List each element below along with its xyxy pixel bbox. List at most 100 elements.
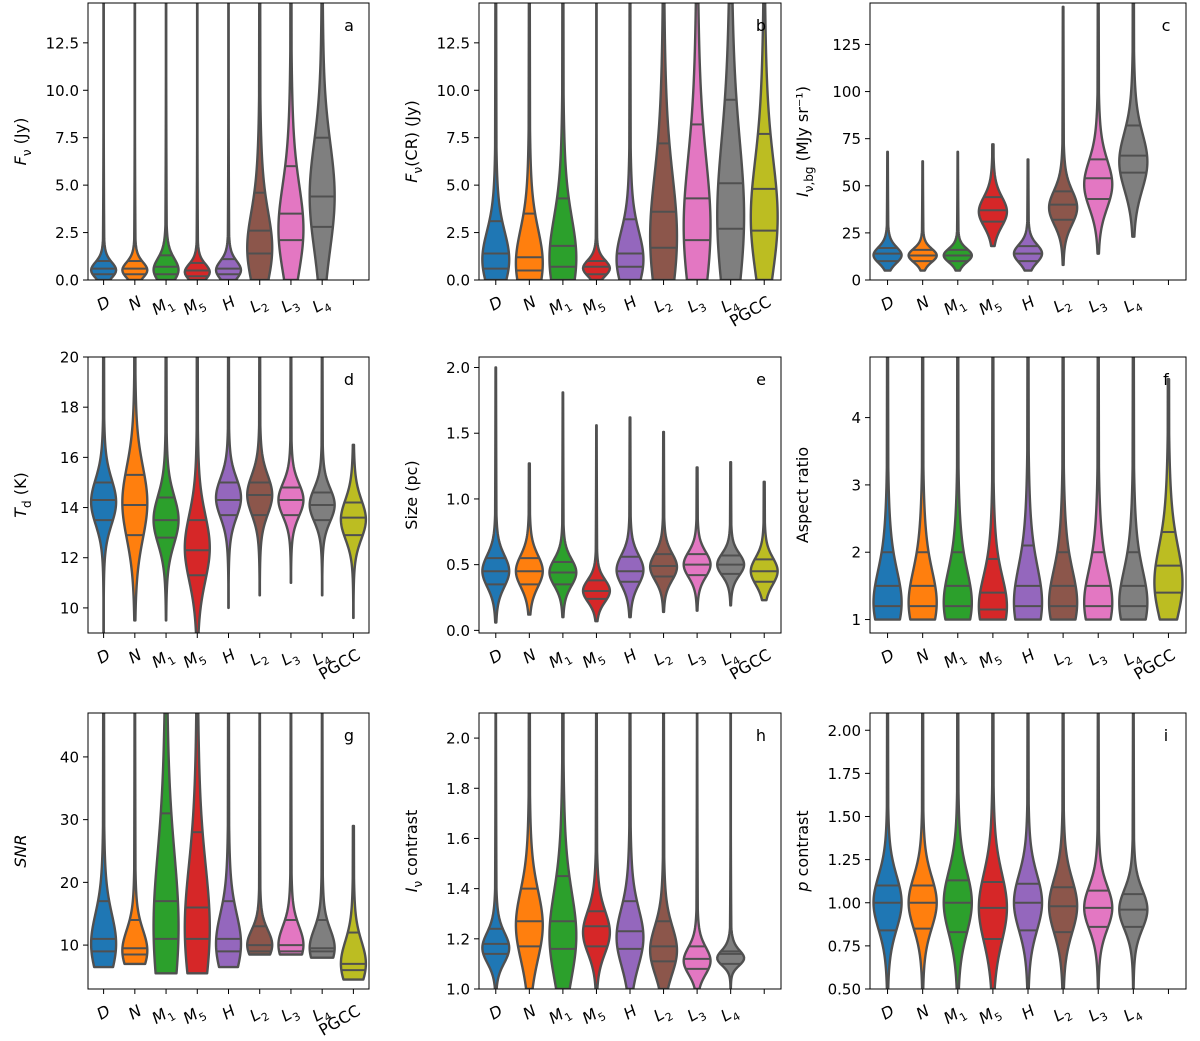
violin-PGCC: [749, 3, 779, 280]
x-tick-label-L2: L2: [246, 645, 271, 673]
violin-D: [872, 713, 903, 989]
violin-H: [214, 713, 243, 969]
y-axis-label: Size (pc): [402, 460, 421, 529]
violin-D: [481, 713, 511, 989]
y-axis-label: SNR: [11, 834, 30, 867]
violin-L3: [277, 713, 305, 956]
y-tick-label: 12.5: [46, 34, 79, 52]
violin-H: [1012, 357, 1044, 621]
violin-N: [907, 160, 938, 272]
violin-H: [214, 3, 243, 280]
plot-area: [872, 3, 1149, 272]
violin-L3: [682, 3, 712, 280]
panel-letter: b: [756, 16, 766, 35]
panel-letter: h: [756, 726, 766, 745]
violin-L4: [1118, 3, 1149, 238]
y-tick-label: 1.50: [828, 808, 861, 826]
x-tick-label-M5: M5: [579, 1001, 609, 1031]
violin-PGCC: [339, 824, 368, 981]
y-tick-label: 0: [851, 272, 861, 290]
violin-M1: [152, 713, 180, 975]
y-tick-label: 1.2: [446, 930, 470, 948]
violin-N: [121, 357, 149, 622]
violin-N: [514, 3, 544, 280]
violin-M5: [183, 357, 211, 633]
violin-M1: [942, 357, 974, 621]
x-tick-label-D: D: [486, 1001, 506, 1024]
x-tick-label-L4: L4: [717, 1001, 742, 1029]
x-tick-label-L3: L3: [278, 292, 303, 320]
y-tick-label: 0.5: [446, 556, 470, 574]
y-tick-label: 1.25: [828, 851, 861, 869]
panel-letter: a: [344, 16, 354, 35]
panel-letter: f: [1163, 370, 1169, 389]
violin-M5: [977, 143, 1009, 248]
violin-L2: [246, 3, 274, 280]
x-tick-label-D: D: [93, 645, 113, 668]
violin-L4: [716, 460, 746, 607]
violin-L4: [716, 3, 746, 280]
x-tick-label-H: H: [620, 645, 640, 667]
plot-area: [872, 713, 1149, 989]
x-tick-label-M5: M5: [180, 1001, 210, 1031]
violin-L3: [277, 357, 305, 585]
x-tick-label-H: H: [219, 1001, 239, 1023]
violin-L2: [246, 357, 274, 597]
violin-M5: [977, 357, 1009, 621]
y-tick-label: 1.5: [446, 425, 470, 443]
y-tick-label: 0.0: [446, 272, 470, 290]
violin-H: [615, 416, 645, 619]
x-tick-label-H: H: [1018, 292, 1038, 314]
violin-N: [514, 462, 544, 616]
y-tick-label: 18: [60, 399, 79, 417]
y-tick-label: 3: [851, 476, 861, 494]
violin-M1: [548, 3, 578, 280]
y-tick-label: 2.0: [446, 359, 470, 377]
plot-area: [89, 3, 336, 280]
y-tick-label: 5.0: [446, 177, 470, 195]
x-tick-label-M1: M1: [940, 1001, 970, 1031]
plot-area: [481, 3, 779, 280]
violin-M5: [581, 3, 612, 280]
x-tick-label-PGCC: PGCC: [726, 645, 774, 684]
x-tick-label-M5: M5: [975, 292, 1005, 322]
x-tick-label-M1: M1: [545, 1001, 575, 1031]
x-tick-label-M1: M1: [149, 292, 179, 322]
violin-H: [1012, 158, 1044, 272]
violin-L2: [1047, 5, 1079, 267]
violin-D: [872, 357, 903, 621]
x-tick-label-L2: L2: [246, 1001, 271, 1029]
violin-M5: [183, 713, 211, 975]
y-tick-label: 1.4: [446, 880, 470, 898]
violin-L3: [277, 3, 305, 280]
violin-PGCC: [1153, 378, 1184, 621]
x-tick-label-H: H: [620, 1001, 640, 1023]
plot-area: [89, 713, 368, 981]
x-tick-label-D: D: [486, 292, 506, 315]
x-tick-label-D: D: [93, 1001, 113, 1024]
y-tick-label: 7.5: [446, 129, 470, 147]
x-tick-label-PGCC: PGCC: [1131, 645, 1179, 684]
panel-letter: i: [1164, 726, 1168, 745]
x-tick-label-L3: L3: [278, 1001, 303, 1029]
violin-D: [89, 3, 118, 280]
violin-L3: [682, 466, 712, 612]
y-tick-label: 1.8: [446, 780, 470, 798]
x-tick-label-M1: M1: [940, 292, 970, 322]
y-tick-label: 20: [60, 349, 79, 367]
y-tick-label: 2.5: [55, 224, 79, 242]
violin-D: [481, 3, 511, 280]
y-tick-label: 1: [851, 611, 861, 629]
y-tick-label: 2.00: [828, 722, 861, 740]
violin-D: [872, 150, 903, 272]
y-tick-label: 1.0: [446, 981, 470, 999]
violin-M5: [977, 713, 1009, 989]
y-tick-label: 4: [851, 409, 861, 427]
y-tick-label: 20: [60, 874, 79, 892]
plot-area: [89, 357, 368, 633]
violin-M1: [548, 713, 578, 989]
